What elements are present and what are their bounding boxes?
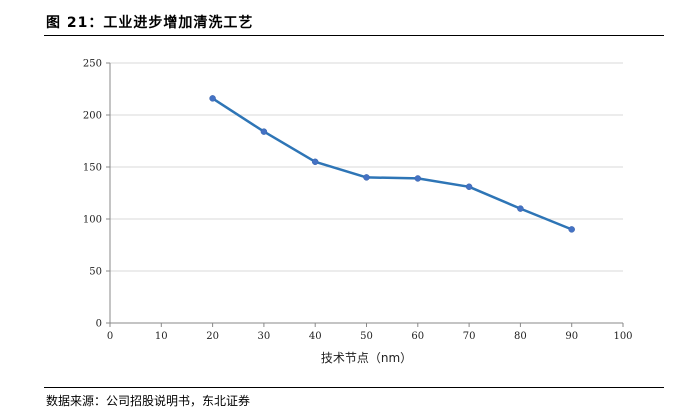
- axes: [106, 62, 624, 327]
- x-tick-label: 10: [155, 331, 168, 342]
- data-point: [465, 183, 473, 191]
- x-tick-label: 90: [565, 331, 578, 342]
- x-tick-label: 80: [514, 331, 527, 342]
- x-tick-label: 0: [107, 331, 113, 342]
- x-tick-label: 20: [206, 331, 219, 342]
- data-point: [414, 175, 422, 182]
- x-tick-label: 50: [360, 331, 373, 342]
- x-tick-label: 100: [613, 331, 632, 342]
- data-point: [260, 128, 268, 135]
- x-tick-label: 70: [463, 331, 476, 342]
- x-tick-label: 40: [309, 331, 322, 342]
- x-tick-label: 60: [411, 331, 424, 342]
- figure-title: 图 21：工业进步增加清洗工艺: [46, 15, 254, 31]
- top-rule: [44, 35, 664, 36]
- gridlines: [110, 62, 623, 272]
- x-tick-label: 30: [258, 331, 271, 342]
- series-line: [211, 97, 573, 231]
- bottom-rule: [44, 387, 664, 388]
- data-point: [568, 226, 575, 233]
- data-point: [209, 95, 216, 102]
- y-tick-label: 0: [96, 319, 102, 330]
- source-note: 数据来源：公司招股说明书，东北证券: [46, 394, 251, 408]
- tick-labels: 0 50 100 150 200 250 0 10 20 30 40 50 60 70 80 90 100: [83, 59, 633, 343]
- y-tick-label: 100: [83, 215, 102, 226]
- y-tick-label: 150: [83, 163, 102, 174]
- data-point: [363, 174, 370, 181]
- y-tick-label: 250: [83, 59, 102, 70]
- y-tick-label: 200: [83, 111, 102, 122]
- data-point: [517, 205, 524, 212]
- x-axis-label: 技术节点（nm）: [321, 351, 412, 365]
- series-layer: [209, 95, 575, 233]
- y-tick-label: 50: [89, 267, 102, 278]
- data-point: [311, 158, 319, 166]
